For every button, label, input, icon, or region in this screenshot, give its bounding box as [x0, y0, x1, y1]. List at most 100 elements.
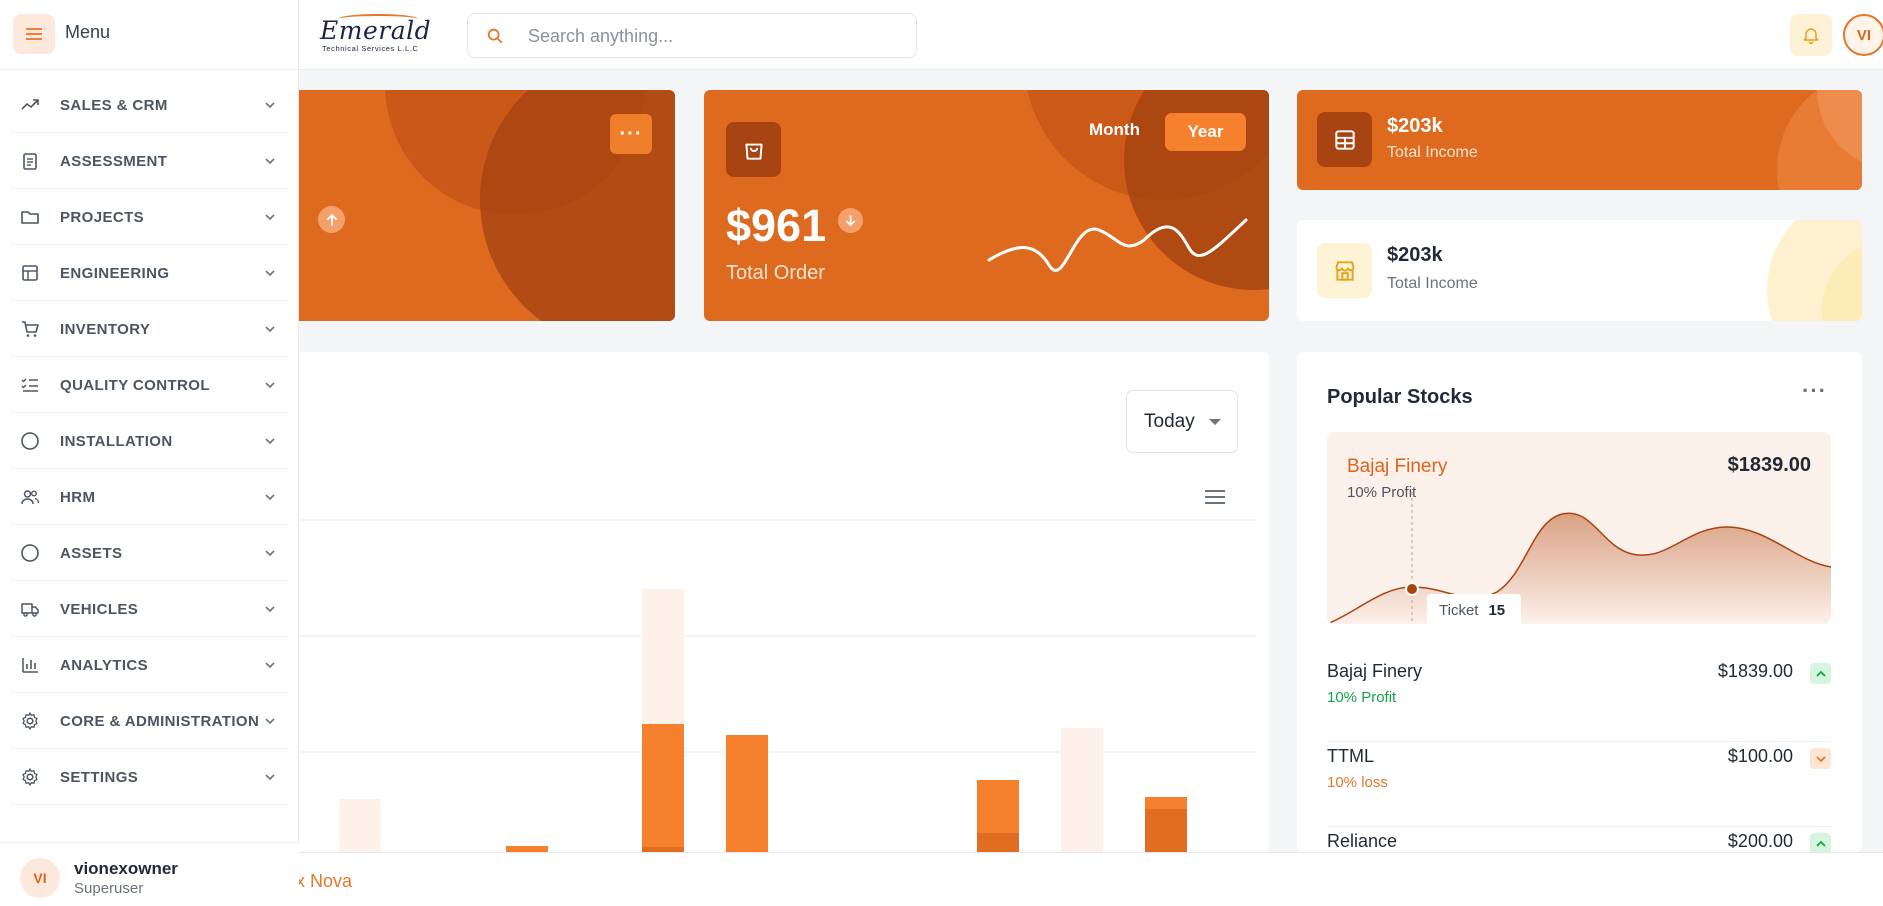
avatar: VI: [20, 858, 60, 898]
sidebar-item-quality-control[interactable]: QUALITY CONTROL: [10, 357, 288, 413]
chevron-down-icon: [265, 606, 275, 613]
notifications-button[interactable]: [1790, 14, 1832, 56]
stock-row[interactable]: Bajaj Finery $1839.00 10% Profit: [1327, 657, 1831, 742]
sidebar-item-label: HRM: [60, 489, 96, 506]
logo-text: Emerald: [320, 16, 432, 45]
stock-row[interactable]: Reliance $200.00: [1327, 827, 1831, 852]
sidebar: Menu SALES & CRM ASSESSMENT PROJECTS ENG…: [0, 0, 299, 906]
stock-price: $200.00: [1727, 831, 1793, 851]
stock-name: Reliance: [1327, 831, 1398, 851]
chart-tooltip: Ticket 15: [1427, 594, 1521, 624]
sidebar-item-settings[interactable]: SETTINGS: [10, 749, 288, 805]
chevron-up-icon: [1810, 833, 1831, 852]
bell-icon: [1803, 28, 1819, 45]
sidebar-item-inventory[interactable]: INVENTORY: [10, 301, 288, 357]
user-name: vionexowner: [74, 859, 178, 878]
checklist-icon: [21, 378, 38, 392]
chevron-down-icon: [265, 158, 275, 165]
year-toggle[interactable]: Year: [1165, 113, 1246, 151]
total-income-card-1: $203k Total Income: [1297, 90, 1862, 190]
sidebar-item-vehicles[interactable]: VEHICLES: [10, 581, 288, 637]
stocks-title: Popular Stocks: [1327, 386, 1473, 408]
sidebar-item-core-administration[interactable]: CORE & ADMINISTRATION: [10, 693, 288, 749]
order-amount: $961: [726, 200, 827, 251]
sidebar-item-label: INVENTORY: [60, 321, 151, 338]
chart-menu-icon[interactable]: [1204, 488, 1226, 506]
stocks-more-button[interactable]: ···: [1802, 378, 1827, 403]
search-icon: [487, 28, 503, 44]
bar: [339, 799, 381, 852]
sidebar-item-label: PROJECTS: [60, 209, 145, 226]
sidebar-item-sales-crm[interactable]: SALES & CRM: [10, 77, 288, 133]
chevron-down-icon: [265, 662, 275, 669]
page-footer: ex Nova: [250, 852, 1883, 906]
chevron-down-icon: [265, 102, 275, 109]
period-select[interactable]: Today: [1126, 390, 1238, 453]
logo-subtitle: Technical Services L.L.C: [322, 44, 419, 53]
income-label-2: Total Income: [1387, 275, 1478, 292]
period-select-value: Today: [1144, 410, 1195, 432]
menu-toggle-button[interactable]: [13, 14, 55, 54]
total-income-card-2: $203k Total Income: [1297, 220, 1862, 321]
bar: [726, 735, 768, 852]
sidebar-item-label: VEHICLES: [60, 601, 139, 618]
user-avatar[interactable]: VI: [1843, 14, 1883, 56]
sidebar-item-label: QUALITY CONTROL: [60, 377, 210, 394]
sidebar-item-analytics[interactable]: ANALYTICS: [10, 637, 288, 693]
stock-name: TTML: [1327, 746, 1374, 766]
layout-icon: [22, 265, 38, 281]
stock-row[interactable]: TTML $100.00 10% loss: [1327, 742, 1831, 827]
sidebar-item-label: CORE & ADMINISTRATION: [60, 713, 260, 730]
chevron-down-icon: [265, 774, 275, 781]
stock-change: 10% Profit: [1327, 689, 1397, 706]
highlight-price: $1839.00: [1727, 454, 1811, 476]
chevron-down-icon: [265, 718, 275, 725]
sidebar-item-engineering[interactable]: ENGINEERING: [10, 245, 288, 301]
highlight-sub: 10% Profit: [1347, 484, 1417, 501]
income-label-1: Total Income: [1387, 144, 1478, 161]
month-toggle[interactable]: Month: [1089, 120, 1140, 139]
chart-marker: [1405, 582, 1419, 596]
company-logo[interactable]: Emerald Technical Services L.L.C: [318, 14, 438, 53]
stat-card-1: ···: [250, 90, 675, 321]
chevron-down-icon: [265, 270, 275, 277]
sidebar-item-assessment[interactable]: ASSESSMENT: [10, 133, 288, 189]
user-role: Superuser: [74, 880, 144, 897]
sidebar-header: Menu: [0, 0, 299, 70]
search-input[interactable]: [528, 22, 898, 50]
stock-price: $100.00: [1727, 746, 1793, 766]
income-value-1: $203k: [1387, 115, 1443, 137]
sidebar-item-assets[interactable]: ASSETS: [10, 525, 288, 581]
sidebar-title: Menu: [65, 22, 111, 42]
arrow-up-icon: [318, 206, 345, 233]
chevron-down-icon: [265, 214, 275, 221]
folder-icon: [21, 211, 39, 224]
sidebar-item-label: INSTALLATION: [60, 433, 173, 450]
card-more-button[interactable]: ···: [610, 114, 652, 154]
sidebar-item-projects[interactable]: PROJECTS: [10, 189, 288, 245]
sidebar-user[interactable]: VI vionexowner Superuser: [0, 842, 299, 906]
bar: [1061, 728, 1103, 852]
bar-chart-icon: [22, 658, 38, 673]
footer-text: ex Nova: [286, 871, 353, 891]
chevron-down-icon: [265, 494, 275, 501]
chevron-down-icon: [265, 382, 275, 389]
sidebar-item-label: ANALYTICS: [60, 657, 149, 674]
chevron-up-icon: [1810, 663, 1831, 684]
stock-area-chart: [1327, 492, 1831, 624]
bar: [1145, 797, 1187, 852]
tooltip-label: Ticket: [1439, 601, 1479, 619]
sidebar-item-label: ENGINEERING: [60, 265, 170, 282]
search-box: [467, 13, 917, 58]
chevron-down-icon: [265, 438, 275, 445]
chevron-down-icon: [1810, 748, 1831, 769]
sidebar-item-hrm[interactable]: HRM: [10, 469, 288, 525]
trend-icon: [21, 99, 39, 110]
total-order-card: Month Year $961 Total Order: [704, 90, 1269, 321]
bar: [642, 589, 684, 852]
order-label: Total Order: [726, 262, 825, 284]
sidebar-item-installation[interactable]: INSTALLATION: [10, 413, 288, 469]
arrow-down-icon: [838, 208, 863, 233]
sidebar-item-label: ASSESSMENT: [60, 153, 168, 170]
gear-icon: [22, 768, 38, 786]
